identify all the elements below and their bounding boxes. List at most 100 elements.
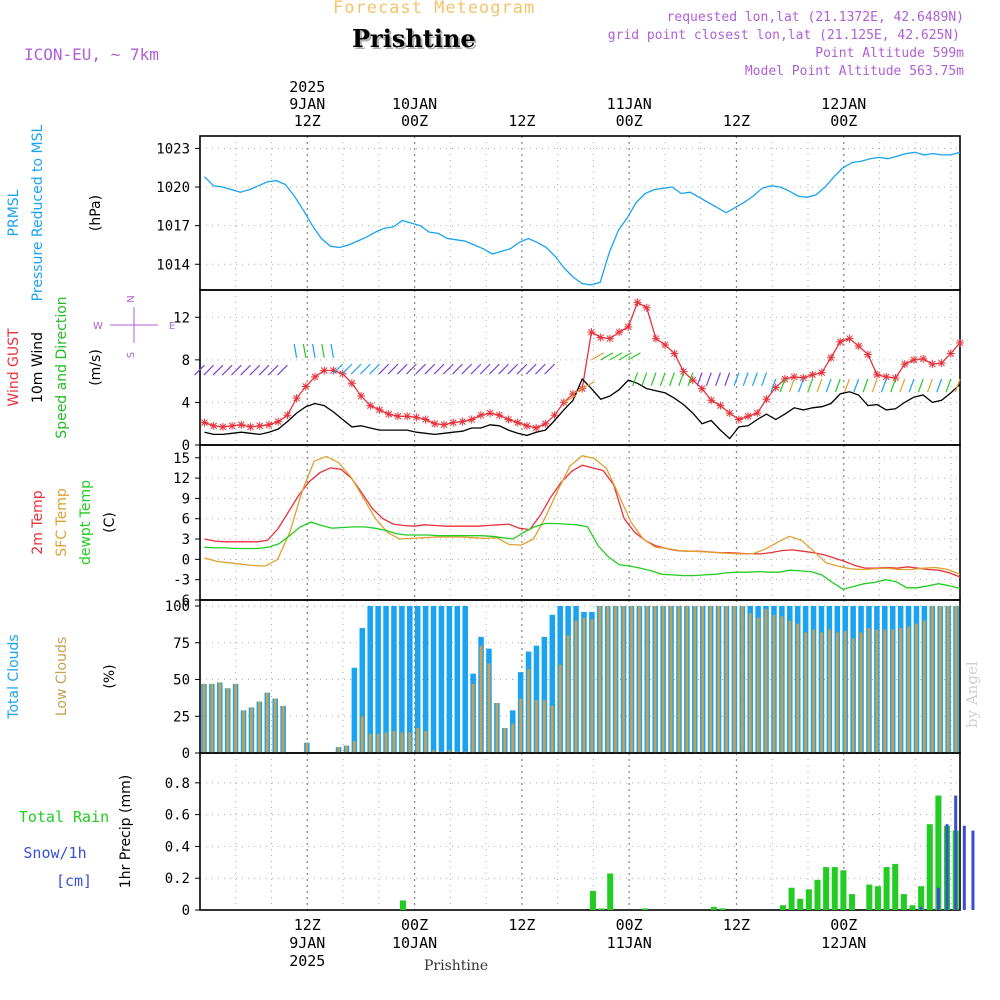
wind-direction-arrow (433, 363, 445, 375)
time-label-bottom: 00Z (830, 916, 857, 934)
station-title: Prishtine (352, 24, 476, 53)
bar-low_clouds (922, 620, 926, 753)
bar-low_clouds (630, 606, 633, 753)
bar-low_clouds (851, 638, 855, 753)
bar-rain (788, 887, 795, 910)
wind-direction-arrow (761, 372, 768, 386)
gust-marker (651, 334, 660, 343)
time-label-bottom: 11JAN (607, 934, 652, 952)
bar-low_clouds (503, 728, 507, 753)
bar-low_clouds (915, 623, 918, 753)
time-label-bottom: 9JAN (289, 934, 325, 952)
gust-marker (596, 333, 605, 342)
y-tick-label: 0.4 (165, 839, 190, 855)
gust-marker (311, 372, 320, 381)
compass-n: N (126, 295, 137, 302)
series-line-temp2m (204, 464, 961, 578)
bar-low_clouds (645, 606, 649, 753)
bar-low_clouds (954, 606, 958, 753)
panel-unit: 1hr Precip (mm) (118, 775, 134, 888)
wind-direction-arrow (696, 372, 703, 386)
wind-direction-arrow (387, 363, 399, 375)
gust-marker (753, 409, 762, 418)
panel-frame (199, 289, 961, 446)
wind-direction-arrow (470, 363, 482, 375)
series-line-sfc (204, 454, 961, 575)
bar-low_clouds (218, 682, 222, 753)
wind-direction-arrow (203, 364, 215, 376)
y-tick-label: 0 (182, 438, 190, 454)
bar-low_clouds (835, 632, 839, 753)
gust-marker (513, 418, 522, 427)
bar-low_clouds (384, 732, 388, 753)
bar-low_clouds (804, 632, 808, 753)
bar-low_clouds (416, 728, 420, 753)
y-tick-label: 4 (182, 395, 190, 411)
gust-marker (946, 349, 955, 358)
wind-direction-arrow (231, 364, 242, 376)
bar-low_clouds (899, 628, 903, 753)
y-tick-label: 50 (173, 673, 190, 689)
gust-marker (467, 415, 476, 424)
gust-marker (670, 349, 679, 358)
bar-total_clouds (351, 667, 358, 753)
grid-point-coordinates: grid point closest lon,lat (21.125E, 42.… (607, 28, 960, 43)
y-tick-label: 1020 (156, 180, 190, 196)
gust-marker (347, 379, 356, 388)
y-tick-label: 9 (182, 491, 190, 507)
panel-label: Wind GUST (6, 328, 22, 407)
time-label-bottom: 12JAN (821, 934, 866, 952)
gust-marker (688, 376, 697, 385)
bar-low_clouds (930, 606, 934, 753)
gust-marker (292, 394, 301, 403)
gust-marker (808, 370, 817, 379)
gust-marker (541, 419, 550, 428)
gust-marker (836, 337, 845, 346)
bar-low_clouds (574, 620, 578, 753)
bar-low_clouds (685, 606, 689, 753)
wind-direction-arrow (442, 363, 454, 375)
wind-direction-arrow (396, 363, 408, 375)
gust-marker (486, 409, 495, 418)
gust-marker (532, 423, 541, 432)
bar-low_clouds (250, 707, 253, 753)
y-tick-label: 3 (182, 532, 190, 548)
panel-unit: (%) (102, 664, 118, 688)
bar-low_clouds (487, 663, 491, 753)
gust-marker (255, 421, 264, 430)
time-label-top: 9JAN (289, 95, 325, 113)
bar-rain (926, 824, 933, 910)
bar-snow (919, 906, 923, 910)
wind-direction-arrow (498, 363, 509, 375)
wind-direction-arrow (525, 363, 537, 375)
bar-total_clouds (462, 606, 468, 753)
wind-direction-arrow (330, 343, 335, 358)
gust-marker (956, 338, 964, 347)
wind-direction-arrow (751, 372, 758, 386)
time-label-top: 12JAN (821, 95, 866, 113)
bar-low_clouds (210, 683, 214, 753)
gust-marker (587, 328, 596, 337)
wind-direction-arrow (954, 378, 961, 393)
gust-marker (522, 421, 531, 430)
wind-direction-arrow (742, 372, 749, 386)
gust-marker (366, 401, 375, 410)
bar-low_clouds (859, 632, 863, 753)
bar-rain (710, 906, 717, 910)
bar-rain (779, 905, 786, 910)
bar-rain (814, 879, 821, 910)
wind-direction-arrow (350, 363, 362, 375)
bar-low_clouds (725, 606, 728, 753)
bar-low_clouds (709, 606, 713, 753)
panel-label: SFC Temp (54, 488, 70, 557)
wind-direction-arrow (945, 378, 952, 393)
y-tick-label: 25 (173, 709, 190, 725)
requested-coordinates: requested lon,lat (21.1372E, 42.6489N) (666, 10, 964, 25)
bar-low_clouds (424, 730, 428, 753)
bar-total_clouds (446, 606, 453, 753)
gust-marker (218, 422, 227, 431)
y-tick-label: 0 (182, 903, 190, 919)
bar-low_clouds (756, 617, 760, 753)
bar-low_clouds (740, 606, 744, 753)
y-tick-label: 0 (182, 746, 190, 762)
